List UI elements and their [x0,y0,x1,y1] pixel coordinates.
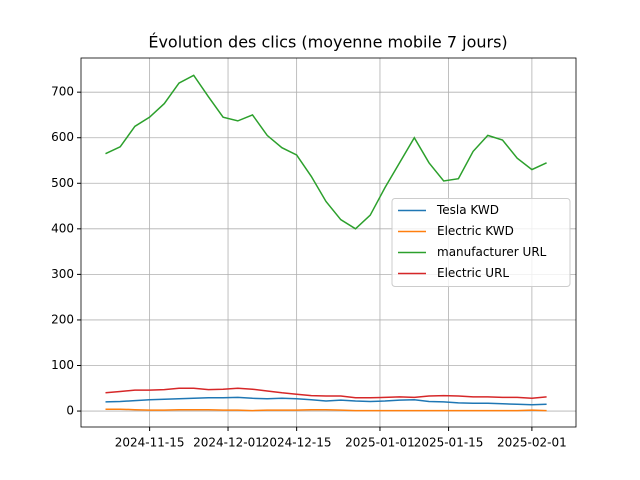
x-tick-label: 2025-02-01 [497,436,567,450]
y-tick-label: 200 [51,312,74,326]
chart-title: Évolution des clics (moyenne mobile 7 jo… [148,33,507,52]
x-tick-label: 2024-11-15 [115,436,185,450]
series-line [105,387,547,400]
y-tick-label: 700 [51,85,74,99]
legend-label: Tesla KWD [436,203,499,217]
y-tick-label: 100 [51,358,74,372]
y-tick-label: 600 [51,130,74,144]
legend: Tesla KWD Electric KWD manufacturer URL Ele… [391,198,571,287]
series-line [105,408,547,412]
y-tick-label: 500 [51,176,74,190]
legend-label: Electric URL [437,266,509,280]
series-line [105,74,547,230]
x-tick-label: 2024-12-01 [193,436,263,450]
x-tick-label: 2025-01-01 [345,436,415,450]
plot-frame [80,57,577,428]
y-tick-label: 0 [66,404,74,418]
legend-label: Electric KWD [437,224,514,238]
x-tick-label: 2025-01-15 [414,436,484,450]
series-line [105,396,547,406]
legend-box [391,198,571,287]
legend-label: manufacturer URL [437,245,547,259]
y-tick-label: 400 [51,221,74,235]
y-tick-label: 300 [51,267,74,281]
x-tick-label: 2024-12-15 [262,436,332,450]
